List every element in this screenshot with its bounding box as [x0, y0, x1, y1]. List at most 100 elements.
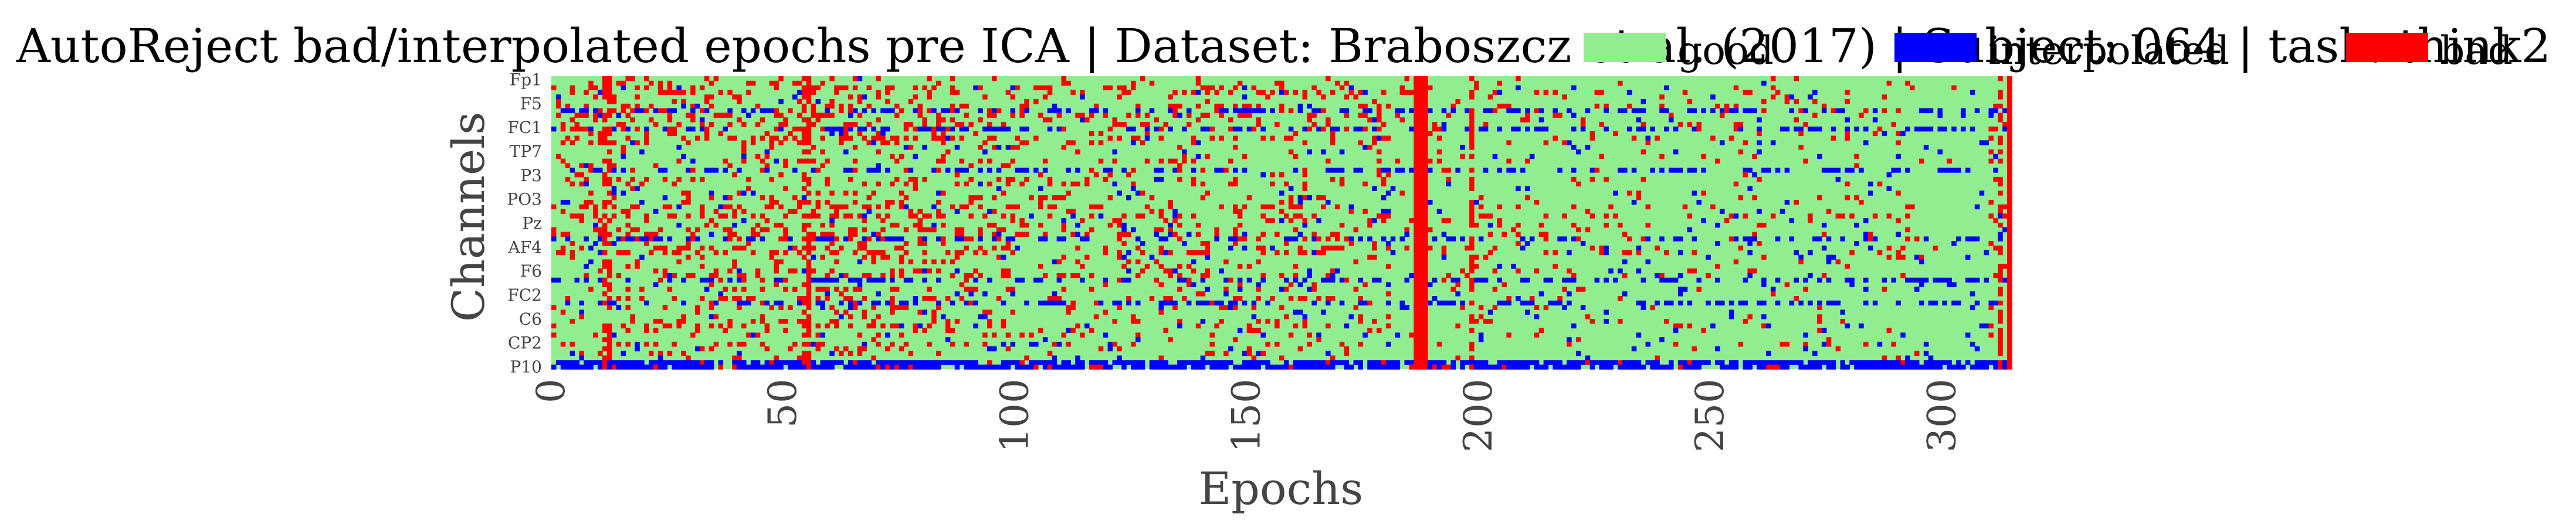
heatmap-cell-bad — [862, 346, 867, 352]
heatmap-cell-interpolated — [931, 223, 937, 228]
heatmap-cell-bad — [968, 287, 974, 292]
heatmap-cell-bad — [1891, 342, 1896, 347]
heatmap-cell-bad — [1418, 236, 1423, 241]
heatmap-cell-bad — [1414, 259, 1419, 264]
heatmap-cell-bad — [2007, 186, 2012, 191]
heatmap-cell-bad — [598, 218, 603, 223]
heatmap-cell-interpolated — [1585, 108, 1591, 114]
heatmap-cell-interpolated — [1817, 365, 1822, 370]
heatmap-cell-bad — [1033, 85, 1039, 91]
heatmap-cell-interpolated — [1311, 250, 1317, 256]
heatmap-cell-interpolated — [1831, 126, 1836, 132]
heatmap-cell-bad — [1414, 236, 1419, 241]
heatmap-cell-bad — [602, 300, 608, 306]
heatmap-cell-interpolated — [1399, 236, 1405, 241]
heatmap-cell-bad — [699, 254, 705, 260]
heatmap-cell-interpolated — [1682, 360, 1688, 365]
heatmap-cell-bad — [978, 158, 983, 164]
heatmap-cell-interpolated — [931, 108, 937, 114]
heatmap-cell-interpolated — [1580, 360, 1586, 365]
heatmap-cell-bad — [1738, 342, 1744, 347]
heatmap-cell-bad — [927, 268, 932, 274]
heatmap-cell-bad — [903, 241, 909, 246]
heatmap-cell-bad — [1896, 131, 1901, 137]
heatmap-cell-bad — [1205, 268, 1211, 274]
heatmap-cell-bad — [792, 342, 798, 347]
heatmap-cell-interpolated — [866, 209, 872, 214]
heatmap-cell-bad — [801, 103, 807, 109]
heatmap-cell-bad — [1251, 328, 1257, 333]
heatmap-cell-interpolated — [1242, 94, 1248, 100]
heatmap-cell-interpolated — [968, 360, 974, 365]
heatmap-cell-interpolated — [1840, 360, 1846, 365]
heatmap-cell-bad — [1042, 85, 1048, 91]
heatmap-cell-bad — [699, 204, 705, 210]
heatmap-cell-bad — [672, 342, 677, 347]
heatmap-cell-interpolated — [1154, 126, 1160, 132]
heatmap-cell-bad — [1757, 241, 1762, 246]
heatmap-cell-bad — [602, 113, 608, 118]
heatmap-cell-interpolated — [954, 291, 960, 297]
heatmap-cell-bad — [825, 158, 830, 164]
heatmap-cell-bad — [699, 85, 705, 91]
heatmap-cell-bad — [996, 176, 1002, 182]
heatmap-cell-bad — [945, 250, 951, 256]
heatmap-cell-bad — [1418, 90, 1423, 95]
heatmap-cell-interpolated — [1103, 360, 1109, 365]
heatmap-cell-bad — [635, 140, 640, 145]
heatmap-cell-interpolated — [639, 236, 645, 241]
heatmap-cell-interpolated — [1195, 154, 1201, 159]
heatmap-cell-bad — [1886, 213, 1892, 219]
heatmap-cell-interpolated — [908, 277, 914, 283]
heatmap-cell-bad — [2007, 268, 2012, 274]
heatmap-cell-bad — [1604, 223, 1609, 228]
heatmap-cell-interpolated — [1186, 108, 1192, 114]
heatmap-cell-bad — [1469, 168, 1475, 173]
heatmap-cell-bad — [1418, 135, 1423, 141]
heatmap-cell-interpolated — [1743, 108, 1748, 114]
heatmap-cell-bad — [866, 122, 872, 127]
heatmap-cell-bad — [746, 176, 751, 182]
heatmap-cell-bad — [1687, 213, 1693, 219]
heatmap-cell-bad — [1001, 268, 1006, 274]
heatmap-cell-interpolated — [1998, 232, 2003, 237]
heatmap-cell-bad — [1205, 85, 1211, 91]
heatmap-cell-bad — [2007, 163, 2012, 168]
heatmap-cell-bad — [653, 122, 659, 127]
heatmap-cell-bad — [1414, 282, 1419, 287]
heatmap-cell-interpolated — [1984, 360, 1989, 365]
heatmap-cell-interpolated — [611, 332, 617, 338]
heatmap-cell-bad — [796, 250, 802, 256]
heatmap-cell-bad — [843, 309, 849, 315]
heatmap-cell-interpolated — [1821, 223, 1827, 228]
heatmap-cell-bad — [672, 250, 677, 256]
heatmap-cell-bad — [968, 195, 974, 200]
heatmap-cell-bad — [774, 85, 779, 91]
heatmap-cell-bad — [973, 195, 978, 200]
heatmap-cell-bad — [1344, 277, 1350, 283]
heatmap-cell-bad — [829, 213, 835, 219]
heatmap-cell-interpolated — [1330, 126, 1336, 132]
heatmap-cell-bad — [574, 213, 580, 219]
heatmap-cell-interpolated — [1516, 365, 1521, 370]
heatmap-cell-bad — [1075, 113, 1080, 118]
heatmap-cell-interpolated — [755, 365, 761, 370]
heatmap-cell-interpolated — [1789, 218, 1795, 223]
x-tick-label-300: 300 — [1919, 379, 1964, 452]
heatmap-cell-interpolated — [1659, 365, 1665, 370]
heatmap-cell-interpolated — [1001, 342, 1006, 347]
heatmap-cell-bad — [852, 250, 858, 256]
heatmap-cell-bad — [1817, 314, 1822, 319]
heatmap-cell-interpolated — [801, 268, 807, 274]
heatmap-cell-interpolated — [815, 365, 821, 370]
heatmap-cell-interpolated — [1321, 360, 1326, 365]
heatmap-cell-bad — [834, 259, 839, 264]
heatmap-cell-bad — [1326, 122, 1331, 127]
heatmap-cell-bad — [1414, 365, 1419, 370]
heatmap-cell-interpolated — [1974, 277, 1980, 283]
heatmap-cell-bad — [695, 227, 700, 233]
heatmap-cell-bad — [908, 365, 914, 370]
heatmap-cell-bad — [815, 113, 821, 118]
heatmap-cell-bad — [1418, 213, 1423, 219]
heatmap-cell-interpolated — [1567, 108, 1572, 114]
